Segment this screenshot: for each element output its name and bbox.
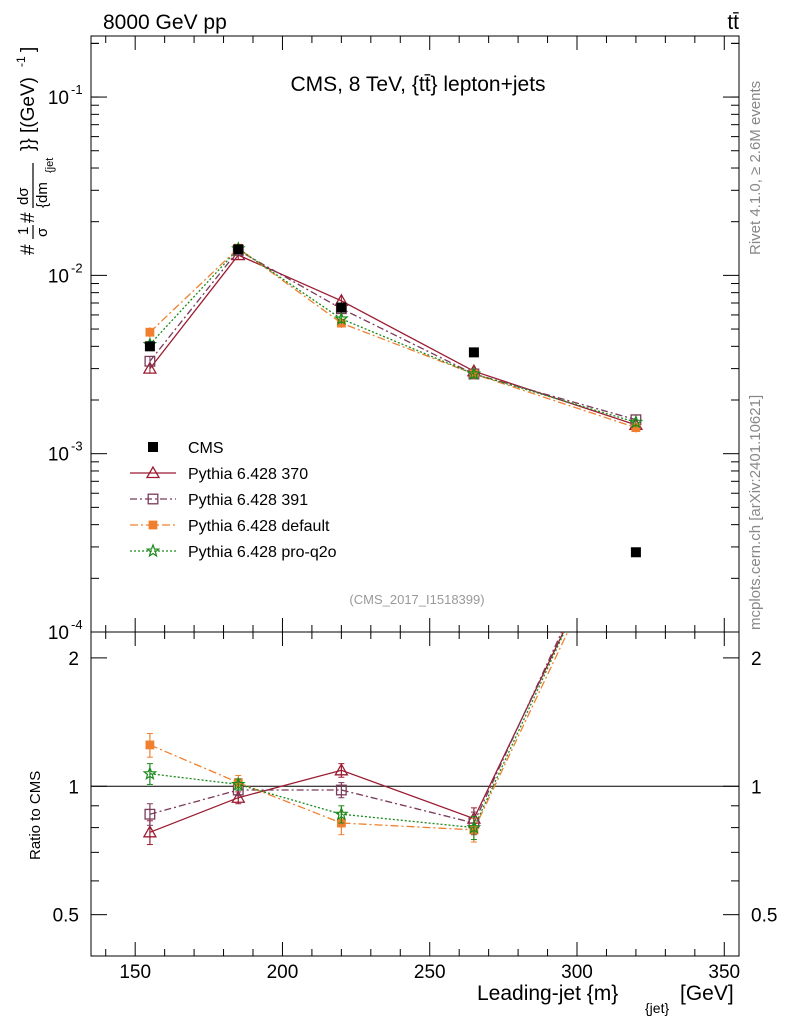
x-tick-label: 350 bbox=[708, 962, 740, 983]
ylabel-frac1-den: σ bbox=[34, 227, 51, 237]
legend-marker bbox=[148, 520, 158, 530]
series-point bbox=[466, 366, 482, 381]
ratio-y-label: Ratio to CMS bbox=[27, 771, 44, 860]
ratio-series-layer bbox=[142, 466, 642, 846]
series-point bbox=[142, 361, 158, 374]
ratio-axes: 150 200 250 300 350 2 2 1 1 0.5 0.5 bbox=[53, 632, 777, 983]
x-tick-label: 250 bbox=[414, 962, 446, 983]
ylabel-lead: # bbox=[18, 244, 39, 255]
main-axes: 10-110-210-310-4 bbox=[48, 36, 739, 644]
ratio-point bbox=[334, 763, 349, 776]
y-axis-label: # 1 σ # dσ {dm {jet }} [(GeV) -1 ] bbox=[14, 47, 56, 255]
data-point bbox=[336, 302, 347, 313]
series-point bbox=[334, 311, 349, 326]
ratio-point bbox=[631, 466, 641, 476]
ratio-point bbox=[144, 808, 156, 820]
ratio-tick-label: 0.5 bbox=[53, 906, 79, 927]
x-tick-label: 150 bbox=[119, 962, 151, 983]
ratio-point bbox=[142, 824, 158, 838]
x-tick-label: 300 bbox=[561, 962, 593, 983]
x-axis-label: Leading-jet {m} {jet} [GeV] bbox=[477, 982, 734, 1016]
ylabel-frac2-num: dσ bbox=[15, 187, 32, 205]
ratio-line bbox=[149, 632, 569, 831]
main-plot-frame bbox=[90, 35, 740, 633]
ratio-tick-label: 2 bbox=[68, 649, 79, 670]
legend-label-data: CMS bbox=[188, 440, 224, 457]
ylabel-exp: -1 bbox=[14, 56, 28, 67]
data-point bbox=[233, 244, 244, 255]
series-point bbox=[145, 327, 155, 337]
legend-label: Pythia 6.428 default bbox=[188, 518, 330, 535]
legend-marker bbox=[145, 543, 161, 558]
mcplots-label: mcplots.cern.ch [arXiv:2401.10621] bbox=[747, 395, 764, 630]
ylabel-frac2-sub: {jet bbox=[44, 158, 56, 173]
ratio-point bbox=[466, 819, 482, 834]
series-point bbox=[144, 355, 156, 367]
ratio-point bbox=[145, 740, 155, 750]
legend-marker bbox=[145, 465, 161, 479]
ratio-point bbox=[142, 765, 158, 780]
legend-label: Pythia 6.428 pro-q2o bbox=[188, 544, 337, 561]
series-line bbox=[149, 247, 637, 429]
xlabel-sub: {jet} bbox=[645, 1000, 669, 1016]
data-point bbox=[630, 547, 641, 558]
ratio-point bbox=[230, 776, 246, 791]
ylabel-frac2-den: {dm bbox=[34, 182, 51, 208]
legend-label: Pythia 6.428 370 bbox=[188, 466, 308, 483]
ratio-tick-label-right: 0.5 bbox=[751, 906, 777, 927]
legend: CMS Pythia 6.428 370 Pythia 6.428 391 Pythi… bbox=[130, 440, 337, 561]
ratio-point bbox=[335, 784, 347, 796]
ratio-tick-label-right: 2 bbox=[751, 649, 762, 670]
data-point bbox=[468, 347, 479, 358]
ratio-point bbox=[334, 806, 349, 821]
y-tick-label-exp: -4 bbox=[71, 617, 83, 632]
plot-title: CMS, 8 TeV, {tt̄} lepton+jets bbox=[290, 73, 545, 96]
ratio-clipped-group bbox=[142, 466, 642, 846]
series-layer bbox=[142, 241, 644, 558]
data-point bbox=[144, 341, 155, 352]
ratio-point bbox=[632, 484, 640, 492]
analysis-tag: (CMS_2017_I1518399) bbox=[349, 592, 484, 607]
rivet-label: Rivet 4.1.0, ≥ 2.6M events bbox=[747, 81, 764, 255]
y-tick-label-base: 10 bbox=[48, 623, 69, 644]
header-left: 8000 GeV pp bbox=[103, 11, 227, 34]
ratio-point bbox=[231, 790, 246, 803]
ratio-point bbox=[630, 475, 642, 486]
ylabel-mid: # bbox=[18, 212, 39, 223]
ylabel-close: ] bbox=[18, 47, 39, 52]
ratio-tick-label: 1 bbox=[68, 777, 79, 798]
legend-marker bbox=[147, 493, 159, 505]
series-point bbox=[628, 414, 644, 429]
ylabel-tail: }} [(GeV) bbox=[18, 77, 39, 151]
xlabel-unit: [GeV] bbox=[680, 982, 734, 1005]
xlabel-main: Leading-jet {m} bbox=[477, 982, 618, 1005]
y-tick-label-exp: -1 bbox=[71, 82, 83, 97]
ratio-plot-frame bbox=[90, 631, 740, 957]
ratio-tick-label-right: 1 bbox=[751, 777, 762, 798]
y-tick-label-base: 10 bbox=[48, 266, 69, 287]
svg-text:#: # bbox=[18, 244, 39, 255]
y-tick-label-exp: -2 bbox=[71, 260, 83, 275]
ratio-point bbox=[630, 471, 641, 482]
y-tick-label-base: 10 bbox=[48, 88, 69, 109]
ratio-line bbox=[149, 632, 563, 824]
legend-label: Pythia 6.428 391 bbox=[188, 492, 308, 509]
header-right: tt̄ bbox=[727, 11, 739, 34]
ylabel-frac1-num: 1 bbox=[15, 227, 32, 235]
y-tick-label-exp: -3 bbox=[71, 439, 83, 454]
x-tick-label: 200 bbox=[267, 962, 299, 983]
legend-marker-data bbox=[148, 442, 158, 452]
svg-text:Leading-jet {m}: Leading-jet {m} bbox=[477, 982, 618, 1005]
y-tick-label-base: 10 bbox=[48, 445, 69, 466]
